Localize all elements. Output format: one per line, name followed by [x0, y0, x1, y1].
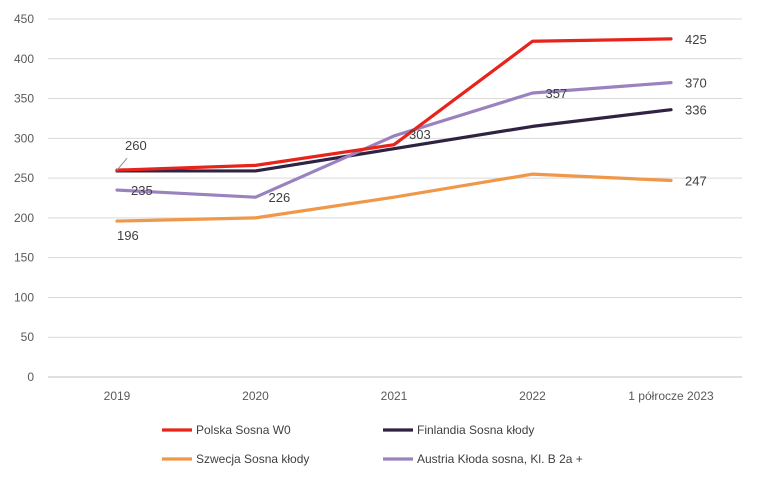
series-line	[115, 172, 673, 223]
series-line	[115, 108, 673, 173]
y-tick-label: 0	[27, 370, 34, 384]
y-tick-label: 50	[21, 330, 35, 344]
legend: Polska Sosna W0 Finlandia Sosna kłody Szwe…	[162, 423, 583, 466]
y-tick-label: 250	[14, 171, 34, 185]
legend-label: Szwecja Sosna kłody	[196, 452, 309, 466]
y-tick-label: 350	[14, 92, 34, 106]
data-label: 303	[409, 127, 431, 142]
legend-label: Finlandia Sosna kłody	[417, 423, 534, 437]
legend-label: Polska Sosna W0	[196, 423, 291, 437]
data-label: 357	[546, 86, 568, 101]
y-tick-label: 300	[14, 131, 34, 145]
data-labels: 260 235 196 226 303 357 425 370 336 247	[116, 32, 707, 243]
data-label: 226	[269, 190, 291, 205]
x-tick-label: 2022	[519, 389, 546, 403]
data-label: 247	[685, 173, 707, 188]
x-tick-label: 1 półrocze 2023	[628, 389, 714, 403]
x-axis: 2019 2020 2021 2022 1 półrocze 2023	[104, 389, 714, 403]
gridlines	[48, 18, 742, 378]
series-lines	[115, 37, 673, 223]
y-tick-label: 400	[14, 52, 34, 66]
data-label: 235	[131, 183, 153, 198]
data-label: 336	[685, 103, 707, 118]
legend-label: Austria Kłoda sosna, Kl. B 2a +	[417, 452, 583, 466]
y-tick-label: 450	[14, 12, 34, 26]
data-label: 260	[125, 138, 147, 153]
series-line	[115, 81, 673, 199]
x-tick-label: 2021	[381, 389, 408, 403]
series-line	[115, 37, 673, 172]
data-label: 370	[685, 76, 707, 91]
label-leader-line	[116, 157, 128, 171]
y-tick-label: 150	[14, 251, 34, 265]
y-axis: 0 50 100 150 200 250 300 350 400 450	[14, 12, 34, 384]
x-tick-label: 2019	[104, 389, 131, 403]
data-label: 196	[117, 228, 139, 243]
data-label: 425	[685, 32, 707, 47]
y-tick-label: 100	[14, 290, 34, 304]
y-tick-label: 200	[14, 211, 34, 225]
x-tick-label: 2020	[242, 389, 269, 403]
